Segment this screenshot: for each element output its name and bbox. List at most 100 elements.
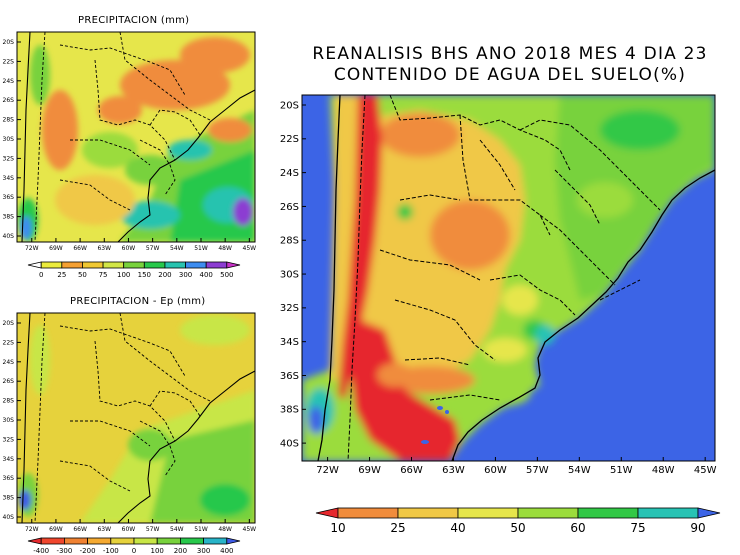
colorbar-end-high <box>697 507 721 519</box>
lat-label: 38S <box>280 405 299 416</box>
lat-label: 24S <box>3 359 15 366</box>
small-map-2-field <box>17 313 255 523</box>
lon-label: 66W <box>73 245 87 252</box>
colorbar-label: 300 <box>197 547 210 555</box>
lon-label: 72W <box>25 245 39 252</box>
lon-label: 48W <box>218 526 232 533</box>
colorbar-segment <box>457 507 519 519</box>
lat-label: 40S <box>3 514 15 521</box>
lat-label: 28S <box>3 117 15 124</box>
lon-label: 57W <box>146 245 160 252</box>
lon-label: 51W <box>194 526 208 533</box>
lon-label: 66W <box>400 465 423 476</box>
colorbar-label: 60 <box>570 521 585 535</box>
lon-label: 63W <box>97 245 111 252</box>
lat-label: 38S <box>3 495 15 502</box>
lat-label: 20S <box>3 320 15 327</box>
colorbar-segment <box>82 261 104 269</box>
lat-label: 28S <box>3 398 15 405</box>
colorbar-segment <box>40 261 63 269</box>
colorbar-label: 0 <box>39 271 43 279</box>
lon-label: 45W <box>243 526 257 533</box>
colorbar-segment <box>179 537 204 545</box>
colorbar-segment <box>205 261 228 269</box>
colorbar-label: 400 <box>199 271 212 279</box>
lat-label: 36S <box>3 475 15 482</box>
lon-label: 69W <box>49 526 63 533</box>
colorbar-segment <box>337 507 399 519</box>
lon-label: 54W <box>170 245 184 252</box>
lon-label: 60W <box>484 465 507 476</box>
lat-label: 22S <box>3 58 15 65</box>
colorbar-label: -400 <box>33 547 49 555</box>
colorbar-label: 25 <box>57 271 66 279</box>
lat-label: 30S <box>3 136 15 143</box>
small-map-1-lat-axis: 20S 22S 24S 26S 28S 30S 32S 34S 36S 38S 40S <box>3 39 21 240</box>
colorbar-segment <box>517 507 579 519</box>
colorbar-end-high <box>226 261 241 269</box>
lon-label: 63W <box>97 526 111 533</box>
colorbar-segment <box>133 537 158 545</box>
small-map-2-title: PRECIPITACION - Ep (mm) <box>70 296 206 307</box>
colorbar-label: 50 <box>78 271 87 279</box>
main-map: 20S 22S 24S 26S 28S 30S 32S 34S 36S 38S 40S 72W 69W… <box>280 94 721 535</box>
lat-label: 34S <box>3 175 15 182</box>
lon-label: 60W <box>122 526 136 533</box>
lon-label: 54W <box>170 526 184 533</box>
colorbar-segment <box>164 261 186 269</box>
lat-label: 40S <box>3 233 15 240</box>
lon-label: 72W <box>25 526 39 533</box>
main-map-title-line-2: CONTENIDO DE AGUA DEL SUELO(%) <box>333 65 687 85</box>
lat-label: 26S <box>3 97 15 104</box>
lat-label: 30S <box>280 269 299 280</box>
lat-label: 34S <box>280 337 299 348</box>
colorbar-label: -100 <box>103 547 119 555</box>
colorbar-label: 75 <box>99 271 108 279</box>
colorbar-segment <box>397 507 459 519</box>
lon-label: 48W <box>218 245 232 252</box>
small-map-1-field <box>17 32 255 242</box>
lon-label: 72W <box>316 465 339 476</box>
lat-label: 32S <box>3 436 15 443</box>
lat-label: 22S <box>3 339 15 346</box>
colorbar-end-low <box>27 537 42 545</box>
colorbar-label: 200 <box>174 547 187 555</box>
lat-label: 38S <box>3 214 15 221</box>
colorbar-label: 100 <box>117 271 130 279</box>
lat-label: 28S <box>280 236 299 247</box>
main-map-field <box>302 95 715 461</box>
small-map-2-lat-axis: 20S 22S 24S 26S 28S 30S 32S 34S 36S 38S 40S <box>3 320 21 521</box>
colorbar-segment <box>61 261 83 269</box>
colorbar-segment <box>156 537 181 545</box>
colorbar-label: 300 <box>179 271 192 279</box>
small-map-2-frame <box>16 312 256 524</box>
colorbar-end-high <box>226 537 241 545</box>
lon-label: 69W <box>49 245 63 252</box>
small-map-1-colorbar: 0 25 50 75 100 150 200 300 400 500 <box>27 261 241 279</box>
lon-label: 57W <box>526 465 549 476</box>
small-map-1: 20S 22S 24S 26S 28S 30S 32S 34S 36S 38S 40S 72W 69W… <box>3 31 256 279</box>
colorbar-segment <box>637 507 699 519</box>
small-map-2-lon-axis: 72W 69W 66W 63W 60W 57W 54W 51W 48W 45W <box>25 519 256 533</box>
lon-label: 57W <box>146 526 160 533</box>
colorbar-segment <box>577 507 639 519</box>
lat-label: 22S <box>280 134 299 145</box>
colorbar-segment <box>185 261 207 269</box>
lat-label: 30S <box>3 417 15 424</box>
colorbar-segment <box>123 261 145 269</box>
lat-label: 34S <box>3 456 15 463</box>
colorbar-segment <box>40 537 65 545</box>
lon-label: 45W <box>243 245 257 252</box>
colorbar-label: 50 <box>510 521 525 535</box>
colorbar-end-low <box>27 261 42 269</box>
lon-label: 66W <box>73 526 87 533</box>
lon-label: 45W <box>694 465 717 476</box>
small-map-1-lon-axis: 72W 69W 66W 63W 60W 57W 54W 51W 48W 45W <box>25 238 256 252</box>
lon-label: 51W <box>610 465 633 476</box>
colorbar-label: 150 <box>138 271 151 279</box>
colorbar-end-low <box>315 507 339 519</box>
colorbar-segment <box>64 537 89 545</box>
colorbar-label: 200 <box>158 271 171 279</box>
lat-label: 24S <box>280 168 299 179</box>
main-map-frame <box>301 94 716 462</box>
